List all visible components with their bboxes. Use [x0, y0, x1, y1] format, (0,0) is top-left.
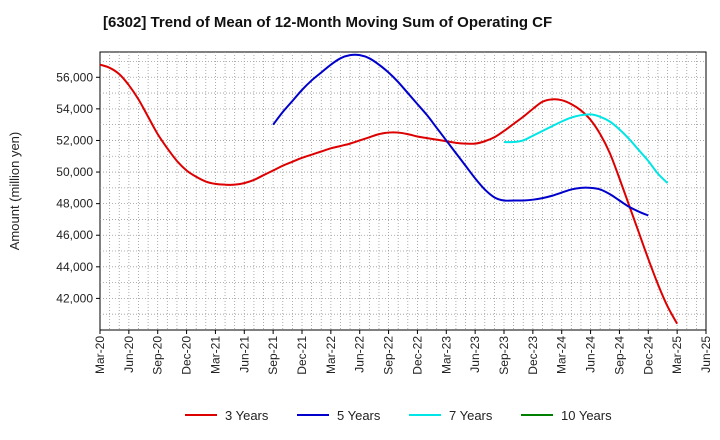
x-tick-label: Mar-25 — [670, 336, 684, 374]
y-tick-label: 54,000 — [56, 102, 93, 116]
legend-label-10-years: 10 Years — [561, 408, 612, 423]
y-tick-label: 44,000 — [56, 260, 93, 274]
x-tick-label: Jun-23 — [468, 336, 482, 373]
legend-label-7-years: 7 Years — [449, 408, 493, 423]
plot-frame — [99, 51, 707, 331]
y-axis-ticks: 42,000 44,000 46,000 48,000 50,000 52,000 54,0… — [56, 70, 100, 305]
grid-lines — [100, 52, 706, 330]
x-tick-label: Sep-22 — [382, 336, 396, 375]
x-tick-label: Jun-20 — [122, 336, 136, 373]
chart-title: [6302] Trend of Mean of 12-Month Moving … — [103, 14, 552, 31]
x-tick-label: Jun-24 — [584, 336, 598, 373]
series-line-7-years — [503, 113, 669, 184]
x-tick-label: Dec-20 — [180, 336, 194, 375]
x-tick-label: Sep-23 — [497, 336, 511, 375]
x-tick-label: Mar-21 — [208, 336, 222, 374]
y-tick-label: 48,000 — [56, 197, 93, 211]
x-tick-label: Jun-25 — [699, 336, 713, 373]
y-tick-label: 50,000 — [56, 165, 93, 179]
x-tick-label: Sep-20 — [151, 336, 165, 375]
series-line-3-years — [99, 63, 679, 325]
y-tick-label: 42,000 — [56, 291, 93, 305]
x-tick-label: Mar-23 — [439, 336, 453, 374]
series-line-5-years — [272, 53, 649, 217]
x-tick-label: Dec-22 — [410, 336, 424, 375]
y-tick-label: 46,000 — [56, 228, 93, 242]
x-tick-label: Dec-23 — [526, 336, 540, 375]
plot-area — [99, 51, 707, 331]
x-tick-label: Sep-24 — [612, 336, 626, 375]
x-tick-label: Mar-22 — [324, 336, 338, 374]
y-tick-label: 52,000 — [56, 133, 93, 147]
x-tick-label: Jun-22 — [353, 336, 367, 373]
legend-label-3-years: 3 Years — [225, 408, 269, 423]
x-tick-label: Sep-21 — [266, 336, 280, 375]
y-tick-label: 56,000 — [56, 70, 93, 84]
x-tick-label: Mar-20 — [93, 336, 107, 374]
x-axis-ticks: Mar-20 Jun-20 Sep-20 Dec-20 Mar-21 Jun-21 Sep-… — [93, 330, 713, 375]
x-tick-label: Jun-21 — [237, 336, 251, 373]
x-tick-label: Mar-24 — [555, 336, 569, 374]
x-tick-label: Dec-21 — [295, 336, 309, 375]
y-axis-label: Amount (million yen) — [7, 132, 22, 251]
x-tick-label: Dec-24 — [641, 336, 655, 375]
series-layer — [99, 53, 679, 325]
legend-label-5-years: 5 Years — [337, 408, 381, 423]
legend: 3 Years 5 Years 7 Years 10 Years — [185, 408, 612, 423]
